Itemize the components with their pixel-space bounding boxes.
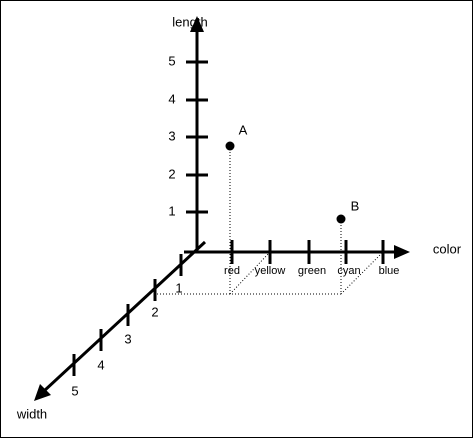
color-tick-label: blue [379,265,400,277]
width-tick-label: 1 [175,280,182,295]
point [225,141,235,151]
color-tick-label: cyan [337,265,360,277]
point [336,214,346,224]
color-tick-label: green [298,265,326,277]
length-tick-label: 2 [168,166,175,181]
color-tick-label: yellow [255,265,286,277]
point-label: B [351,198,360,213]
length-axis-label: length [172,14,207,29]
length-tick-label: 4 [168,91,175,106]
length-tick-label: 1 [168,203,175,218]
width-axis [34,240,207,401]
length-tick-label: 3 [168,128,175,143]
projection-lines [157,146,384,295]
color-axis [184,240,410,264]
width-axis-label: width [16,406,47,421]
length-tick-label: 5 [168,53,175,68]
width-tick-label: 2 [151,304,158,319]
color-axis-label: color [433,241,462,256]
width-tick-label: 5 [71,383,78,398]
width-tick-label: 3 [124,331,131,346]
color-tick-label: red [224,265,240,277]
point-label: A [239,122,248,137]
width-tick-label: 4 [97,357,104,372]
length-axis [186,16,208,252]
